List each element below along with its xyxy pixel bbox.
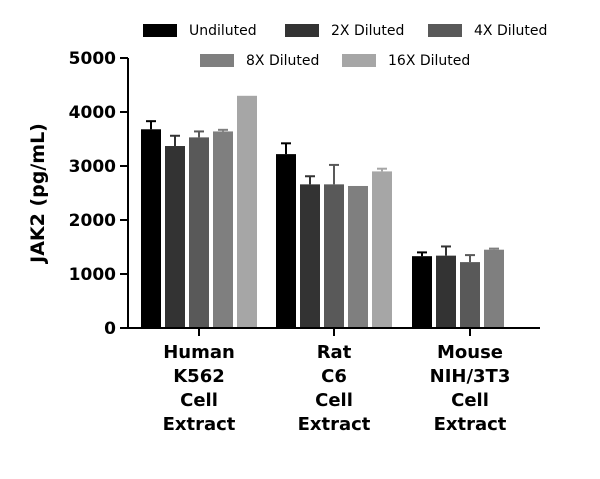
bar [237, 95, 257, 328]
bar [276, 154, 296, 328]
x-category-label: C6 [321, 366, 347, 387]
bar [436, 255, 456, 328]
x-category-label: Extract [163, 414, 236, 435]
x-axis: Human K562 Cell Extract Rat C6 Cell Extract Mous… [128, 327, 540, 435]
bars [141, 95, 504, 328]
legend-label: 2X Diluted [331, 23, 404, 39]
y-tick-label: 4000 [69, 103, 116, 123]
x-category-label: Human [163, 342, 235, 363]
legend-label: 16X Diluted [388, 53, 470, 69]
bar [165, 146, 185, 328]
x-category-label: NIH/3T3 [430, 366, 511, 387]
legend-swatch [428, 24, 462, 37]
legend-label: Undiluted [189, 23, 257, 39]
x-category-label: Extract [298, 414, 371, 435]
bar [412, 256, 432, 328]
bar [324, 184, 344, 328]
chart-legend: Undiluted 2X Diluted 4X Diluted 8X Diluted 1… [143, 23, 547, 69]
x-category-label: Rat [317, 342, 352, 363]
bar [189, 137, 209, 328]
y-tick-label: 1000 [69, 265, 116, 285]
bar [300, 184, 320, 328]
x-category-label: Cell [180, 390, 218, 411]
y-tick-label: 2000 [69, 211, 116, 231]
bar [460, 262, 480, 328]
x-category-label: Mouse [437, 342, 503, 363]
legend-swatch [143, 24, 177, 37]
bar [372, 171, 392, 328]
legend-swatch [285, 24, 319, 37]
y-tick-label: 0 [104, 319, 116, 339]
bar [348, 185, 368, 328]
y-axis: 0 1000 2000 3000 4000 5000 [69, 49, 129, 339]
legend-label: 4X Diluted [474, 23, 547, 39]
bar [213, 131, 233, 328]
x-category-label: Extract [434, 414, 507, 435]
bar [484, 249, 504, 328]
y-axis-label: JAK2 (pg/mL) [27, 123, 49, 265]
x-category-label: K562 [173, 366, 225, 387]
y-tick-label: 5000 [69, 49, 116, 69]
bar [141, 129, 161, 328]
legend-swatch [200, 54, 234, 67]
legend-swatch [342, 54, 376, 67]
y-tick-label: 3000 [69, 157, 116, 177]
x-category-label: Cell [451, 390, 489, 411]
legend-label: 8X Diluted [246, 53, 319, 69]
x-category-label: Cell [315, 390, 353, 411]
